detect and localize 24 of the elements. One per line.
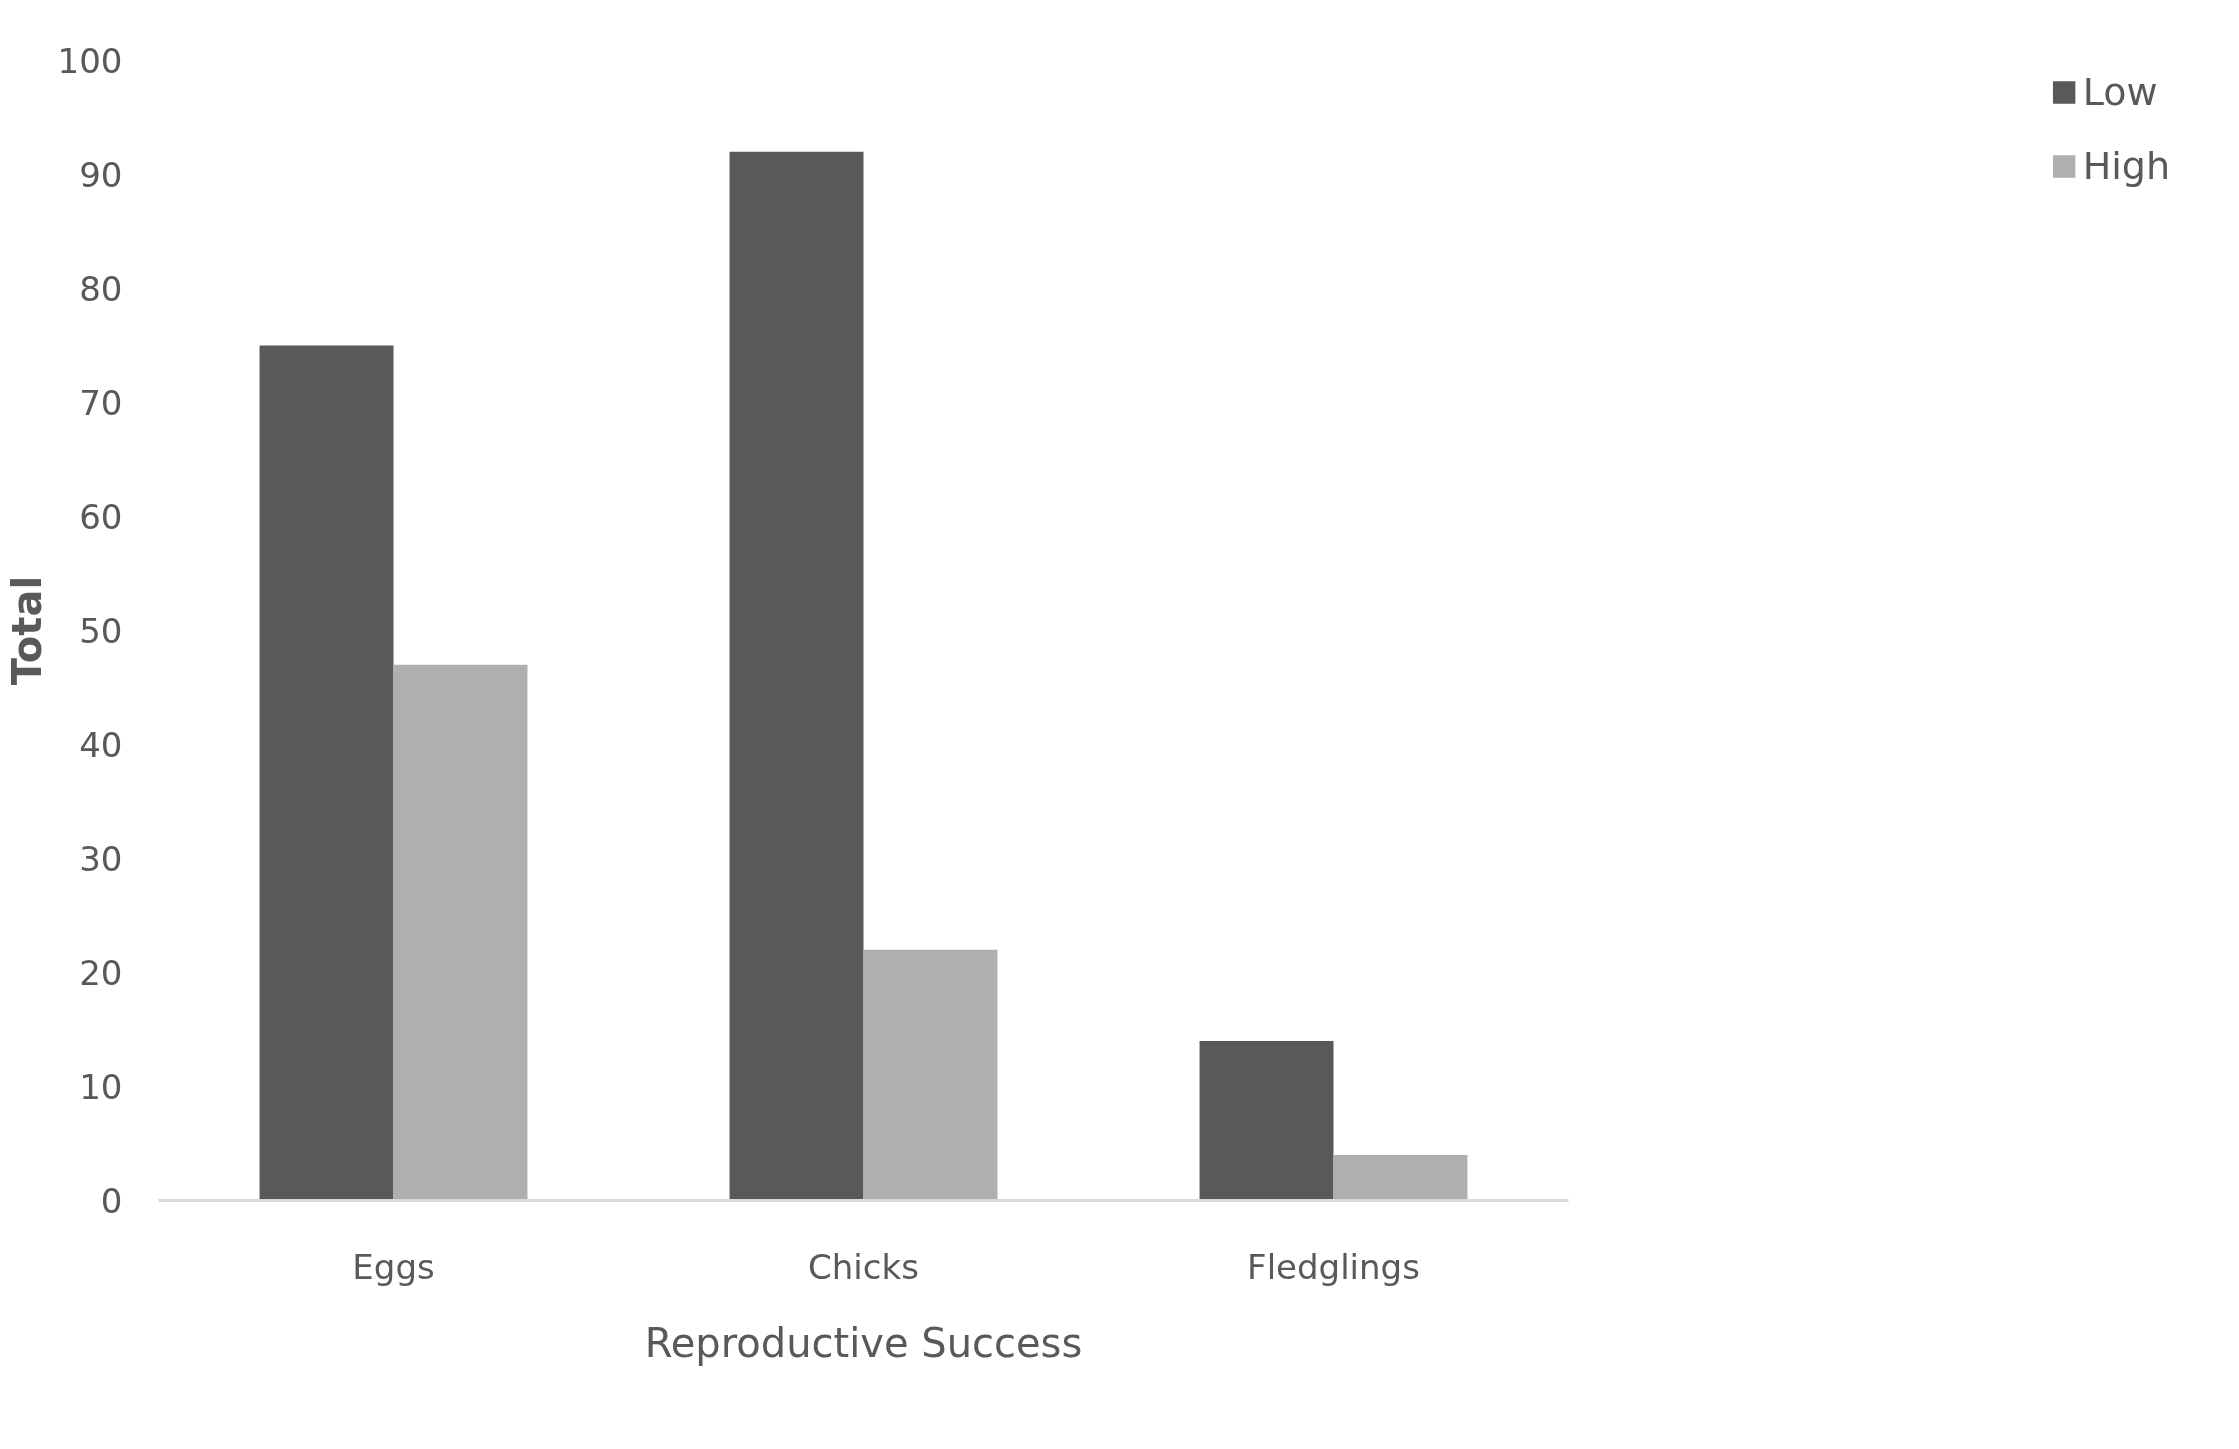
legend-label: High xyxy=(2082,144,2170,188)
bar xyxy=(1199,1040,1334,1201)
y-tick-label: 10 xyxy=(79,1067,123,1107)
y-tick-label: 80 xyxy=(79,269,123,309)
y-tick-label: 50 xyxy=(79,611,123,651)
x-tick-label: Eggs xyxy=(352,1246,435,1287)
bar xyxy=(1333,1154,1468,1201)
y-tick-label: 60 xyxy=(79,497,123,537)
y-axis-title: Total xyxy=(3,575,50,686)
bar xyxy=(259,345,394,1201)
y-tick-label: 70 xyxy=(79,383,123,423)
bar xyxy=(393,664,528,1201)
legend-label: Low xyxy=(2082,70,2158,114)
y-tick-label: 20 xyxy=(79,953,123,993)
x-tick-label: Chicks xyxy=(808,1246,919,1287)
x-tick-label: Fledglings xyxy=(1247,1246,1420,1287)
y-tick-label: 0 xyxy=(100,1181,123,1221)
y-tick-label: 100 xyxy=(57,41,123,81)
x-axis-title: Reproductive Success xyxy=(644,1319,1083,1366)
y-tick-label: 90 xyxy=(79,155,123,195)
bar xyxy=(863,949,998,1201)
bar xyxy=(729,151,864,1201)
y-tick-label: 40 xyxy=(79,725,123,765)
y-tick-label: 30 xyxy=(79,839,123,879)
